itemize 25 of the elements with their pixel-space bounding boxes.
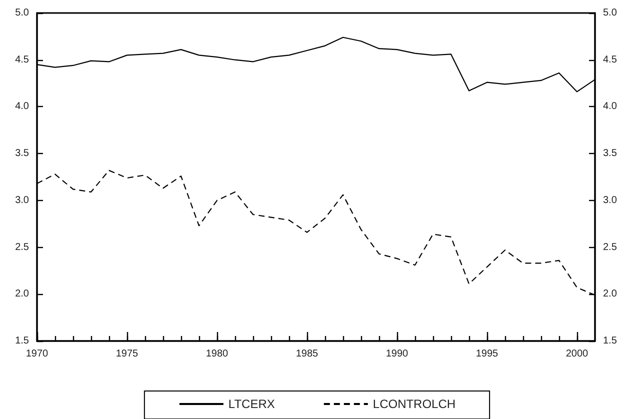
x-tick-label: 1990	[386, 348, 409, 360]
x-tick-label: 1970	[26, 348, 49, 360]
y-tick-label: 3.5	[15, 148, 30, 160]
x-tick-label: 1975	[116, 348, 139, 360]
y2-tick-label: 4.0	[603, 101, 618, 112]
y-tick-label: 3.0	[15, 194, 30, 206]
y-tick-label: 2.5	[15, 242, 30, 253]
y-tick-label: 2.0	[15, 288, 30, 300]
y2-tick-label: 1.5	[603, 336, 618, 346]
x-tick-label: 2000	[566, 348, 589, 360]
y2-tick-label: 3.5	[603, 148, 618, 160]
y2-tick-label: 4.5	[603, 54, 618, 66]
y-tick-label: 4.0	[15, 101, 30, 112]
y2-tick-label: 2.0	[603, 288, 618, 300]
x-tick-label: 1995	[476, 348, 499, 360]
legend-label: LCONTROLCH	[372, 397, 456, 411]
y2-tick-label: 2.5	[603, 242, 618, 253]
x-tick-label: 1985	[296, 348, 319, 360]
legend-label: LTCERX	[228, 397, 275, 411]
x-tick-label: 1980	[206, 348, 229, 360]
y-tick-label: 1.5	[15, 336, 30, 346]
y-tick-label: 5.0	[15, 8, 30, 18]
y2-tick-label: 5.0	[603, 8, 618, 18]
y-tick-label: 4.5	[15, 54, 30, 66]
y2-tick-label: 3.0	[603, 194, 618, 206]
